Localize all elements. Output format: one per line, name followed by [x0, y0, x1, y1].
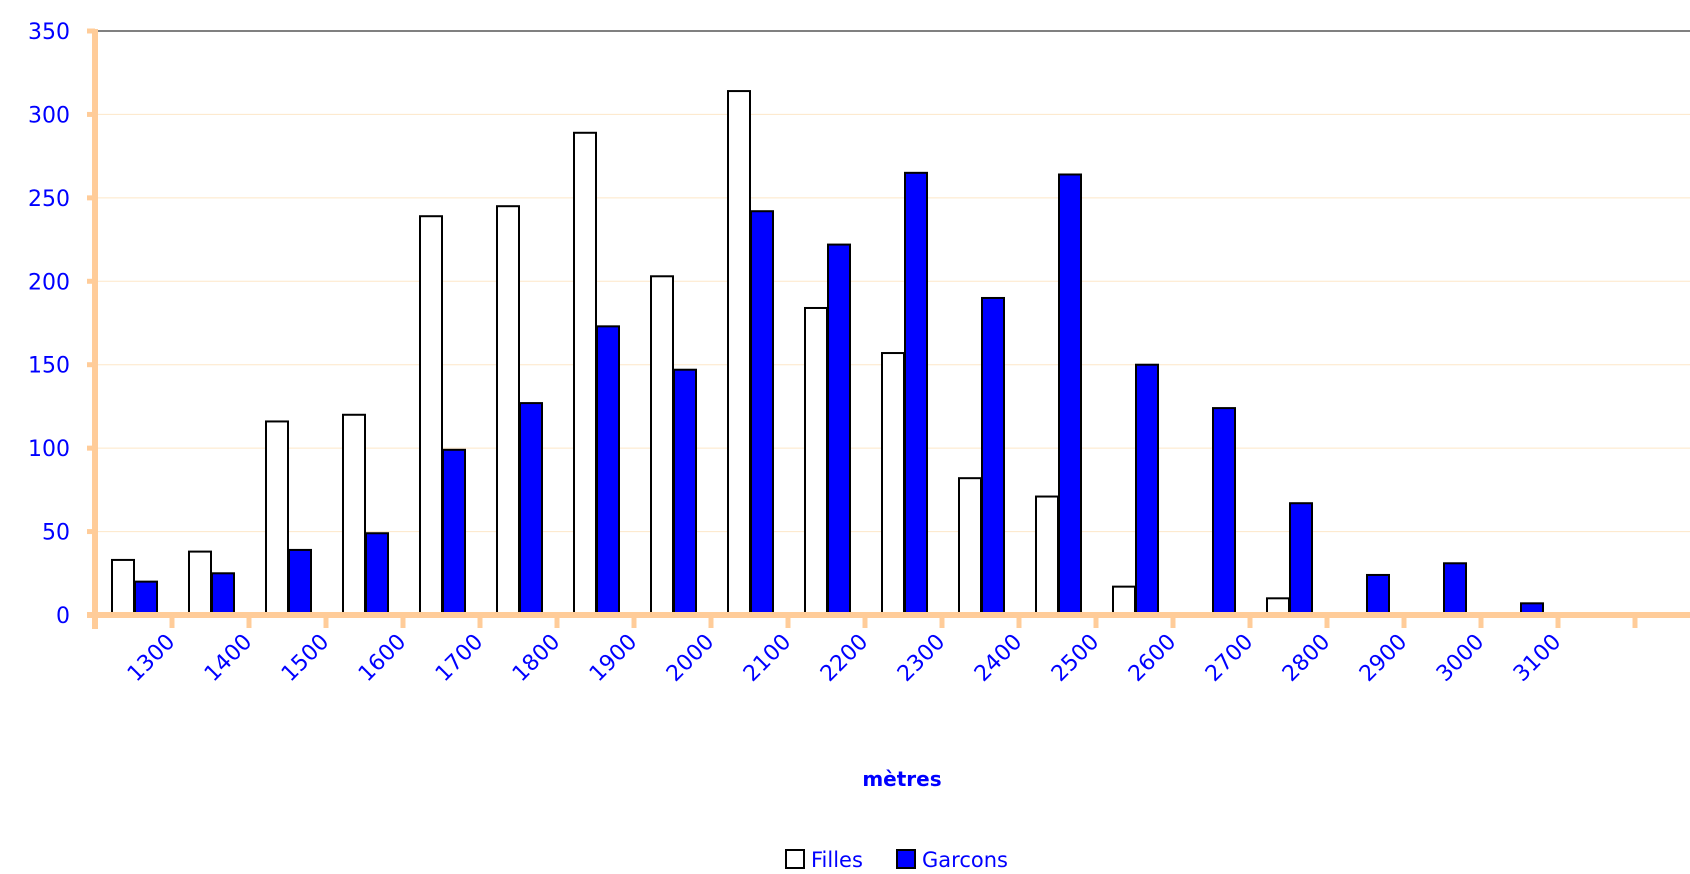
bar-garcons-15	[1289, 502, 1313, 617]
bar-garcons-16	[1366, 573, 1390, 616]
x-tick-label: 2800	[1278, 630, 1335, 687]
y-tick-label: 50	[42, 521, 70, 546]
x-tick-label: 2600	[1124, 630, 1181, 687]
legend-swatch-filles	[785, 849, 805, 869]
y-tick-label: 250	[28, 187, 70, 212]
legend-label-garcons: Garcons	[922, 848, 1008, 872]
y-tick-label: 150	[28, 354, 70, 379]
bar-garcons-14	[1212, 407, 1236, 616]
bar-garcons-6	[596, 325, 620, 616]
x-tick-label: 1300	[123, 630, 180, 687]
x-tick-label: 3000	[1432, 630, 1489, 687]
bar-garcons-3	[365, 532, 389, 616]
x-tick-label: 1600	[354, 630, 411, 687]
bar-garcons-11	[981, 296, 1005, 616]
bar-filles-3	[342, 413, 366, 616]
bar-garcons-12	[1058, 173, 1082, 617]
bar-filles-1	[188, 550, 212, 617]
legend: Filles Garcons	[785, 848, 1008, 872]
bar-garcons-9	[827, 243, 851, 616]
x-tick-label: 2300	[893, 630, 950, 687]
y-tick-label: 0	[56, 604, 70, 629]
bar-filles-7	[650, 275, 674, 616]
bar-garcons-0	[134, 580, 158, 617]
x-tick-label: 2200	[816, 630, 873, 687]
y-tick-label: 300	[28, 103, 70, 128]
bar-garcons-5	[519, 402, 543, 616]
bar-filles-0	[111, 558, 135, 616]
axes	[87, 28, 1690, 629]
legend-label-filles: Filles	[811, 848, 863, 872]
bar-filles-4	[419, 215, 443, 616]
bar-garcons-10	[904, 171, 928, 616]
bar-filles-9	[804, 306, 828, 616]
bar-filles-6	[573, 131, 597, 616]
bar-filles-12	[1035, 495, 1059, 617]
y-tick-label: 100	[28, 437, 70, 462]
x-tick-label: 2500	[1047, 630, 1104, 687]
x-tick-label: 2100	[739, 630, 796, 687]
bar-filles-5	[496, 205, 520, 616]
x-tick-label: 1900	[585, 630, 642, 687]
x-tick-label: 3100	[1509, 630, 1566, 687]
y-tick-label: 350	[28, 20, 70, 45]
x-tick-label: 1500	[277, 630, 334, 687]
x-tick-label: 1400	[200, 630, 257, 687]
x-tick-label: 2000	[662, 630, 719, 687]
bar-garcons-8	[750, 210, 774, 616]
x-tick-labels: 1300 1400 1500 1600 1700 1800 1900 2000 2100 2200…	[123, 630, 1566, 687]
x-axis-title: mètres	[862, 767, 941, 791]
x-tick-label: 1700	[431, 630, 488, 687]
x-tick-label: 1800	[508, 630, 565, 687]
bar-filles-2	[265, 420, 289, 616]
y-tick-label: 200	[28, 270, 70, 295]
bar-filles-11	[958, 477, 982, 617]
legend-swatch-garcons	[896, 849, 916, 869]
bar-filles-8	[727, 90, 751, 617]
x-tick-label: 2900	[1355, 630, 1412, 687]
bar-filles-10	[881, 352, 905, 616]
bar-garcons-7	[673, 368, 697, 616]
bar-garcons-17	[1443, 562, 1467, 617]
bar-garcons-2	[288, 548, 312, 617]
y-tick-labels: 0 50 100 150 200 250 300 350	[28, 20, 70, 629]
x-tick-label: 2400	[970, 630, 1027, 687]
bar-garcons-1	[211, 572, 235, 616]
bar-garcons-13	[1135, 363, 1159, 617]
bars	[111, 90, 1598, 617]
bar-garcons-4	[442, 448, 466, 616]
x-tick-label: 2700	[1201, 630, 1258, 687]
bar-filles-13	[1112, 585, 1136, 616]
